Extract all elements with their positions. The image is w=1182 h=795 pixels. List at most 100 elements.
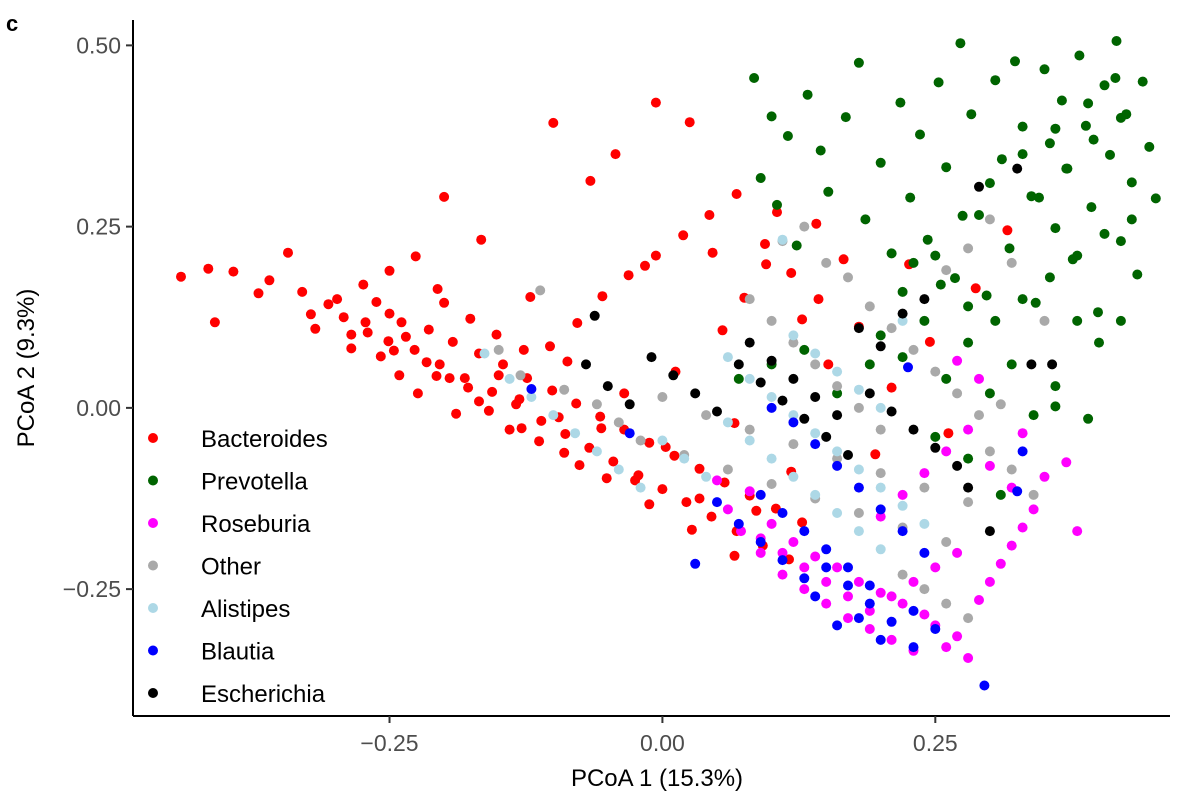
data-point: [733, 359, 744, 370]
data-point: [886, 634, 897, 645]
data-point: [1132, 269, 1143, 280]
y-axis-title: PCoA 2 (9.3%): [13, 289, 40, 448]
legend-item-other: Other: [148, 554, 261, 581]
x-ticks: −0.25 0.00 0.25: [360, 716, 958, 756]
data-point: [584, 442, 595, 453]
data-point: [933, 77, 944, 88]
data-point: [346, 329, 357, 340]
data-point: [1010, 56, 1020, 67]
data-point: [832, 366, 843, 377]
data-point: [970, 283, 981, 294]
data-point: [1017, 446, 1028, 457]
data-point: [1074, 50, 1085, 61]
data-point: [766, 392, 777, 402]
data-point: [1017, 294, 1028, 305]
data-point: [930, 431, 941, 442]
data-point: [749, 73, 760, 83]
data-point: [476, 234, 487, 245]
legend-item-blautia: Blautia: [148, 639, 275, 666]
data-point: [810, 392, 821, 402]
data-point: [886, 323, 897, 334]
data-point: [504, 373, 515, 384]
data-point: [984, 460, 995, 471]
data-point: [941, 598, 952, 609]
data-point: [545, 341, 555, 352]
data-point: [439, 191, 450, 202]
data-point: [479, 348, 490, 359]
legend-item-roseburia: Roseburia: [148, 511, 311, 538]
data-point: [310, 323, 321, 334]
legend-label: Bacteroides: [201, 426, 328, 453]
data-point: [635, 482, 646, 493]
data-point: [875, 504, 886, 515]
data-point: [788, 337, 799, 348]
data-point: [810, 489, 821, 500]
data-point: [1105, 149, 1115, 160]
data-point: [1099, 80, 1110, 91]
data-point: [963, 453, 974, 464]
data-point: [432, 284, 443, 294]
data-point: [941, 446, 952, 457]
data-point: [864, 624, 875, 634]
data-point: [797, 517, 808, 528]
data-point: [821, 576, 832, 587]
data-point: [786, 268, 797, 278]
data-point: [853, 526, 864, 537]
data-point: [832, 381, 843, 392]
data-point: [1017, 522, 1028, 533]
data-point: [799, 573, 810, 584]
data-point: [853, 384, 864, 395]
data-point: [297, 286, 308, 297]
data-point: [810, 348, 821, 359]
data-point: [640, 260, 650, 271]
data-point: [694, 493, 705, 504]
data-point: [574, 460, 585, 471]
data-point: [782, 131, 793, 141]
data-point: [474, 396, 484, 407]
data-point: [515, 370, 526, 381]
data-point: [733, 373, 744, 384]
data-point: [930, 442, 941, 453]
legend-key: [148, 433, 158, 443]
data-point: [908, 576, 919, 587]
data-point: [799, 562, 810, 573]
series-prevotella: [733, 36, 1161, 500]
data-point: [897, 286, 908, 297]
data-point: [1150, 193, 1161, 204]
data-point: [821, 257, 832, 268]
data-point: [957, 210, 968, 221]
legend-item-escherichia: Escherichia: [148, 681, 326, 708]
data-point: [516, 423, 527, 434]
data-point: [838, 254, 849, 265]
data-point: [924, 336, 935, 347]
data-point: [1050, 381, 1061, 392]
data-point: [360, 317, 371, 328]
data-point: [1072, 315, 1083, 326]
data-point: [797, 314, 808, 325]
data-point: [678, 230, 689, 241]
series-alistipes: [479, 234, 930, 555]
data-point: [559, 447, 570, 458]
data-point: [755, 537, 766, 547]
data-point: [755, 377, 766, 388]
data-point: [526, 384, 537, 394]
data-point: [952, 547, 963, 558]
data-point: [1115, 236, 1126, 247]
data-point: [974, 210, 984, 220]
data-point: [1099, 228, 1110, 239]
data-point: [1094, 337, 1104, 348]
data-point: [371, 297, 382, 307]
data-point: [388, 345, 399, 356]
data-point: [646, 352, 657, 363]
data-point: [772, 207, 782, 218]
data-point: [766, 518, 777, 529]
data-point: [493, 344, 504, 355]
data-point: [766, 111, 777, 122]
data-point: [788, 330, 799, 341]
data-point: [423, 324, 434, 335]
data-point: [886, 248, 897, 259]
data-point: [875, 402, 886, 413]
data-point: [560, 429, 571, 439]
data-point: [751, 505, 762, 516]
